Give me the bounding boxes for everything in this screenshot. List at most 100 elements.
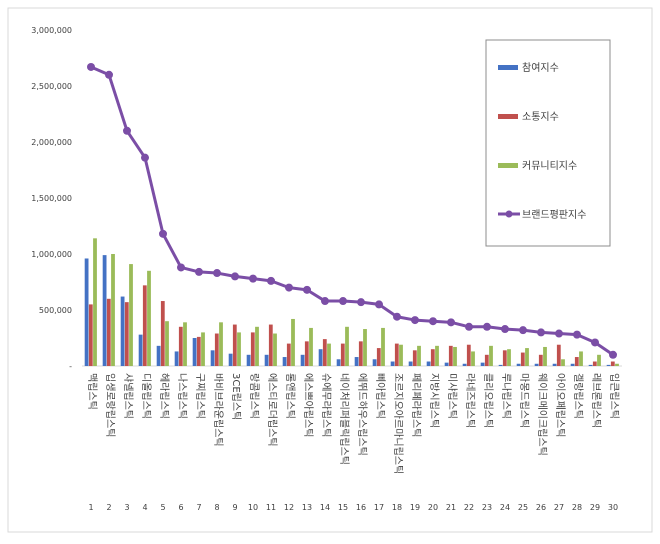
bar-2-27 bbox=[556, 344, 561, 366]
x-rank-label: 25 bbox=[518, 503, 528, 512]
bar-2-4 bbox=[142, 285, 147, 366]
y-axis-ticks: - 500,000 1,000,000 1,500,000 2,000,000 2,500… bbox=[31, 26, 72, 371]
bar-2-29 bbox=[592, 361, 597, 366]
bar-2-30 bbox=[610, 361, 615, 366]
x-category-label: 입생로랑립스틱 bbox=[104, 373, 117, 437]
x-category-label: 루나립스틱 bbox=[500, 373, 513, 419]
bar-1-1 bbox=[84, 258, 89, 366]
x-rank-label: 8 bbox=[214, 503, 219, 512]
y-tick-label: 1,000,000 bbox=[31, 250, 72, 259]
bar-3-14 bbox=[327, 343, 331, 366]
bar-2-26 bbox=[538, 354, 543, 366]
bar-3-15 bbox=[345, 326, 349, 366]
line-point-3 bbox=[123, 126, 131, 135]
x-category-label: 에스티로더립스틱 bbox=[266, 373, 279, 447]
x-category-label: 네이처리퍼블릭립스틱 bbox=[338, 373, 351, 465]
bar-1-26 bbox=[534, 363, 539, 366]
legend-swatch bbox=[498, 114, 518, 119]
x-category-label: 겔랑립스틱 bbox=[572, 373, 585, 419]
bar-3-3 bbox=[129, 264, 133, 366]
bar-1-28 bbox=[570, 363, 575, 366]
bar-3-25 bbox=[525, 348, 529, 366]
x-category-label: 헤라립스틱 bbox=[158, 373, 171, 419]
x-category-label: 나스립스틱 bbox=[176, 373, 189, 419]
line-point-15 bbox=[339, 297, 347, 306]
legend-label: 소통지수 bbox=[522, 111, 559, 123]
bar-3-26 bbox=[543, 346, 547, 366]
bar-1-15 bbox=[336, 359, 341, 366]
line-point-19 bbox=[411, 316, 419, 325]
bar-1-6 bbox=[174, 351, 179, 366]
bar-1-27 bbox=[552, 363, 557, 366]
bar-1-8 bbox=[210, 350, 215, 366]
bar-3-4 bbox=[147, 270, 151, 366]
line-point-14 bbox=[321, 297, 329, 306]
bar-2-25 bbox=[520, 352, 525, 366]
bar-1-19 bbox=[408, 361, 413, 366]
x-rank-label: 2 bbox=[106, 503, 111, 512]
x-rank-label: 21 bbox=[446, 503, 456, 512]
bar-2-19 bbox=[412, 350, 417, 366]
x-category-label: 랑콤립스틱 bbox=[248, 373, 261, 419]
x-category-label: 페리페라립스틱 bbox=[410, 373, 423, 437]
bar-1-12 bbox=[282, 357, 287, 366]
bar-3-17 bbox=[381, 327, 385, 366]
x-category-label: 라네즈립스틱 bbox=[464, 373, 477, 428]
x-rank-label: 4 bbox=[142, 503, 147, 512]
bar-2-6 bbox=[178, 326, 183, 366]
bar-1-7 bbox=[192, 338, 197, 366]
line-point-13 bbox=[303, 285, 311, 294]
bar-2-17 bbox=[376, 348, 381, 366]
bar-2-9 bbox=[232, 324, 237, 366]
line-point-24 bbox=[501, 325, 509, 334]
x-rank-label: 6 bbox=[178, 503, 183, 512]
line-point-5 bbox=[159, 229, 167, 238]
bar-3-27 bbox=[561, 359, 565, 366]
line-point-6 bbox=[177, 263, 185, 272]
bar-2-18 bbox=[394, 343, 399, 366]
bar-3-9 bbox=[237, 332, 241, 366]
bar-2-15 bbox=[340, 343, 345, 366]
bar-1-14 bbox=[318, 349, 323, 366]
bar-2-1 bbox=[88, 304, 93, 366]
line-point-18 bbox=[393, 312, 401, 321]
bar-3-28 bbox=[579, 351, 583, 366]
bar-1-21 bbox=[444, 362, 449, 366]
line-point-9 bbox=[231, 272, 239, 281]
line-point-21 bbox=[447, 318, 455, 327]
bar-1-5 bbox=[156, 345, 161, 366]
line-point-28 bbox=[573, 330, 581, 339]
line-point-22 bbox=[465, 322, 473, 331]
line-point-11 bbox=[267, 276, 275, 285]
bar-1-13 bbox=[300, 354, 305, 366]
x-category-label: 아이오페립스틱 bbox=[554, 373, 567, 437]
y-tick-label: 1,500,000 bbox=[31, 194, 72, 203]
x-category-label: 입큰립스틱 bbox=[608, 373, 621, 419]
bar-2-21 bbox=[448, 345, 453, 366]
bar-2-7 bbox=[196, 336, 201, 366]
bar-2-12 bbox=[286, 343, 291, 366]
bar-3-18 bbox=[399, 344, 403, 366]
x-rank-label: 9 bbox=[232, 503, 237, 512]
x-rank-labels: 1 2 3 4 5 6 7 8 9 10 11 12 13 14 15 16 17 18 19 20 21 22 23 24 2… bbox=[88, 503, 618, 512]
line-point-17 bbox=[375, 300, 383, 309]
line-point-20 bbox=[429, 317, 437, 326]
x-rank-label: 10 bbox=[248, 503, 258, 512]
bar-1-10 bbox=[246, 354, 251, 366]
line-series-group bbox=[87, 62, 617, 359]
x-category-label: 바비브라운립스틱 bbox=[212, 373, 225, 447]
x-category-label: 클리오립스틱 bbox=[482, 373, 495, 428]
bar-3-21 bbox=[453, 346, 457, 366]
x-rank-label: 26 bbox=[536, 503, 546, 512]
bar-1-4 bbox=[138, 334, 143, 366]
x-rank-label: 14 bbox=[320, 503, 330, 512]
x-rank-label: 19 bbox=[410, 503, 420, 512]
legend-label: 커뮤니티지수 bbox=[522, 160, 577, 172]
bar-2-23 bbox=[484, 354, 489, 366]
bar-3-12 bbox=[291, 318, 295, 366]
bar-1-16 bbox=[354, 357, 359, 366]
x-category-labels: 맥립스틱 입생로랑립스틱 샤넬립스틱 디올립스틱 헤라립스틱 나스립스틱 구찌립스틱 바비브라… bbox=[86, 373, 621, 474]
bar-3-11 bbox=[273, 333, 277, 366]
